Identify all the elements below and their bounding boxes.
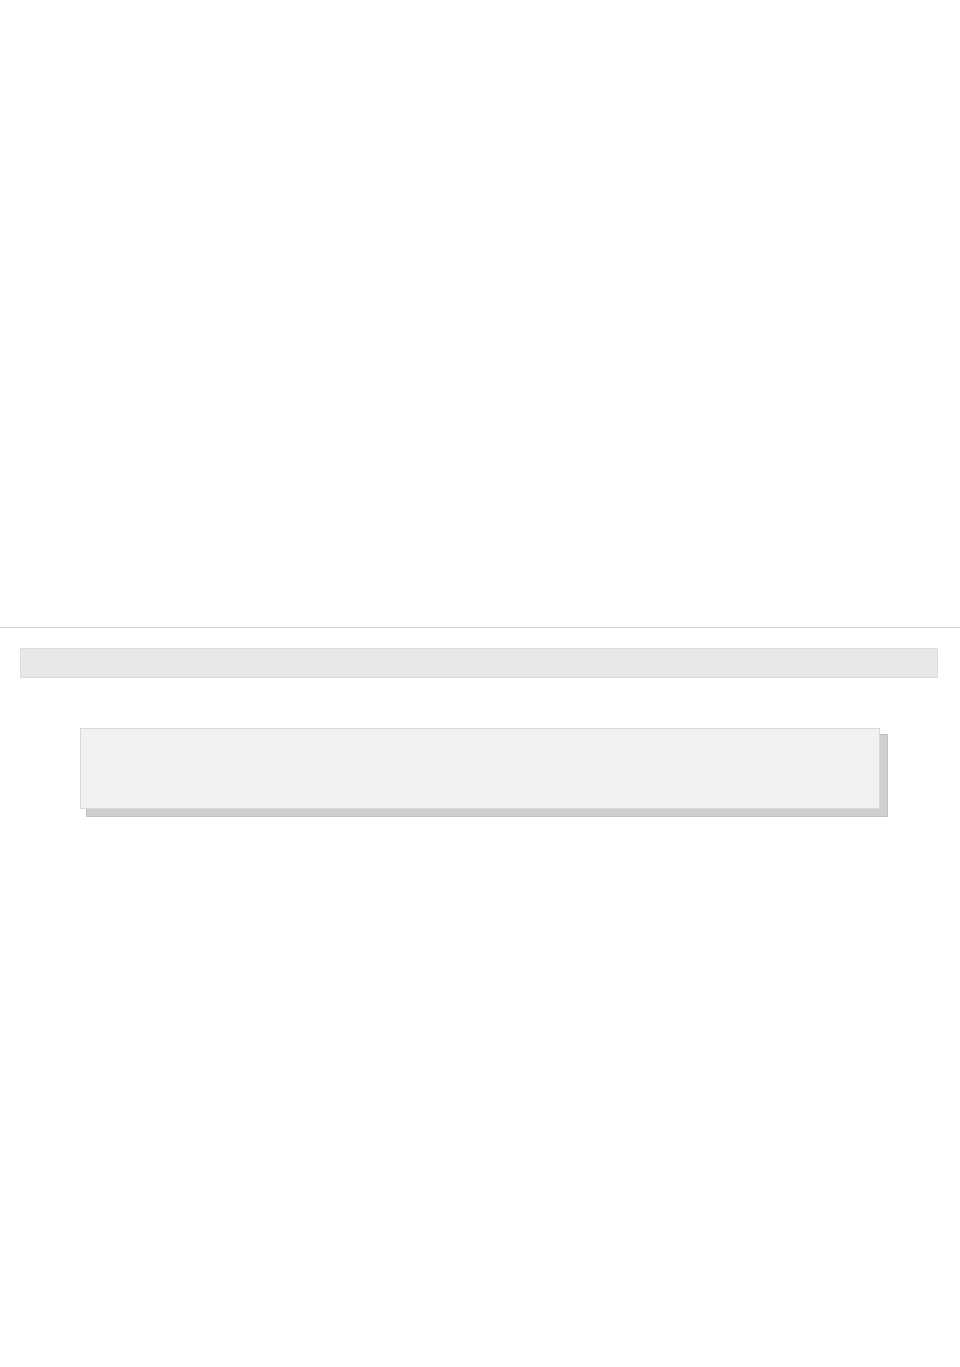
- body-statement: [80, 728, 880, 809]
- page-divider: [0, 627, 960, 628]
- amplitude-chart-svg: [0, 30, 900, 610]
- section-heading: [20, 648, 938, 678]
- oscillation-snapshot-svg: [70, 869, 420, 1229]
- oscillation-snapshot: [70, 869, 420, 1254]
- period-vs-wavelength-svg: [450, 869, 900, 1249]
- period-vs-wavelength: [450, 869, 890, 1254]
- amplitude-chart: [0, 30, 960, 615]
